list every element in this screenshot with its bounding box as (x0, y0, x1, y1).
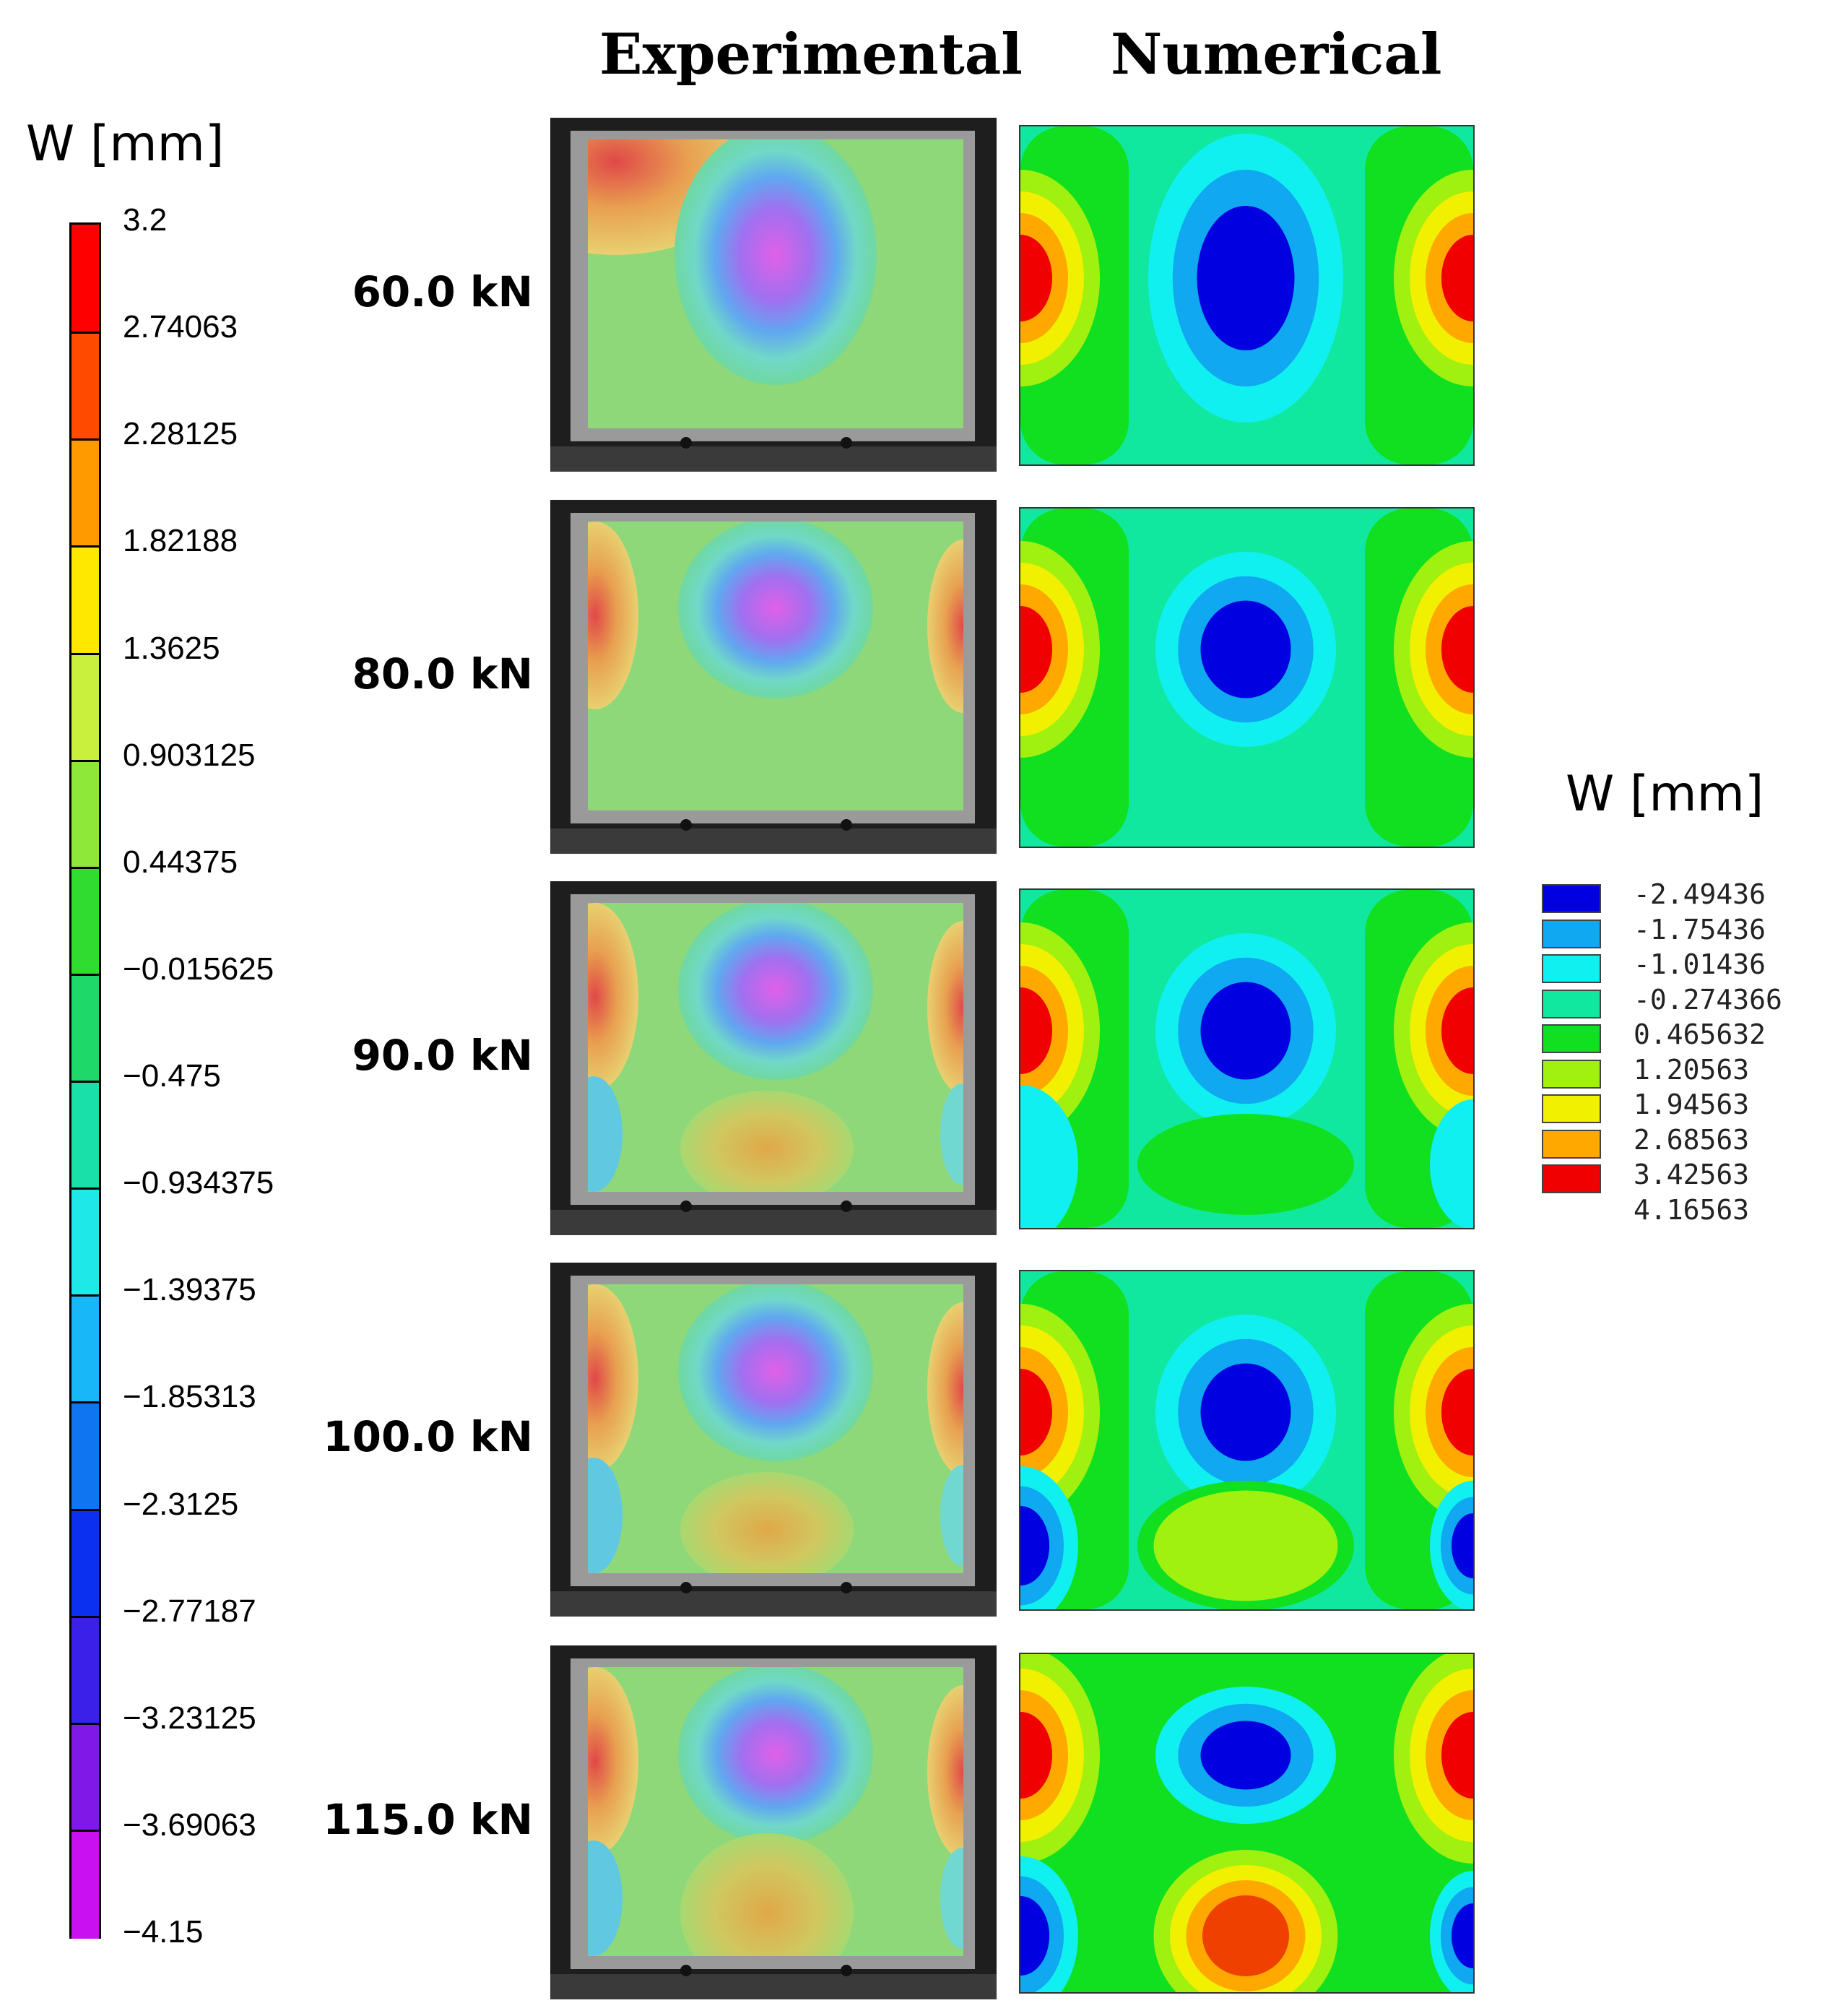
colorbar-tick-label: 2.74063 (123, 309, 238, 345)
legend-label: 4.16563 (1634, 1193, 1750, 1226)
colorbar-tick-label: −0.015625 (123, 951, 274, 987)
legend-swatch (1542, 954, 1601, 983)
colorbar-segment (71, 866, 99, 976)
colorbar-segment (71, 1187, 99, 1297)
colorbar-tick-label: 0.44375 (123, 844, 238, 880)
colorbar-segment (71, 973, 99, 1083)
colorbar-tick-label: −3.69063 (123, 1807, 256, 1843)
colorbar-tick-label: 0.903125 (123, 737, 256, 773)
colorbar-segment (71, 759, 99, 869)
legend-swatch (1542, 1164, 1601, 1193)
legend-label: 0.465632 (1634, 1018, 1766, 1050)
numerical-panel (1019, 507, 1475, 848)
colorbar-segment (71, 1722, 99, 1832)
colorbar-segment (71, 1615, 99, 1725)
colorbar-tick-label: −4.15 (123, 1914, 204, 1950)
colorbar-tick-label: 1.3625 (123, 630, 220, 666)
numerical-panel (1019, 1653, 1475, 1994)
legend-swatch (1542, 1024, 1601, 1053)
colorbar-segment (71, 438, 99, 548)
legend-label: 1.94563 (1634, 1089, 1750, 1120)
legend-label: 3.42563 (1634, 1159, 1750, 1190)
header-experimental: Experimental (599, 22, 1023, 87)
colorbar-tick-label: −3.23125 (123, 1700, 256, 1736)
load-label: 80.0 kN (352, 649, 533, 698)
experimental-panel (550, 881, 997, 1235)
right-legend-title: W [mm] (1566, 766, 1764, 823)
legend-label: 2.68563 (1634, 1123, 1750, 1156)
legend-label: 1.20563 (1634, 1053, 1750, 1086)
colorbar-segment (71, 1081, 99, 1190)
left-legend-title: W [mm] (26, 116, 225, 173)
colorbar-segment (71, 332, 99, 441)
experimental-panel (550, 500, 997, 854)
legend-label: -1.75436 (1634, 913, 1766, 946)
colorbar-segment (71, 652, 99, 762)
legend-swatch (1542, 919, 1601, 948)
legend-swatch (1542, 1094, 1601, 1123)
numerical-panel (1019, 1270, 1475, 1611)
legend-swatch (1542, 884, 1601, 913)
left-colorbar-labels: 3.2 2.74063 2.28125 1.82188 1.3625 0.903125 0.… (123, 0, 339, 2016)
colorbar-tick-label: −1.39375 (123, 1272, 256, 1308)
colorbar-tick-label: −1.85313 (123, 1379, 256, 1415)
colorbar-tick-label: −0.934375 (123, 1165, 274, 1201)
numerical-panel (1019, 888, 1475, 1229)
colorbar-tick-label: −0.475 (123, 1058, 221, 1094)
load-label: 60.0 kN (352, 267, 533, 316)
numerical-panel (1019, 125, 1475, 466)
header-numerical: Numerical (1111, 22, 1442, 87)
colorbar-tick-label: 1.82188 (123, 523, 238, 559)
colorbar-segment (71, 1401, 99, 1511)
experimental-panel (550, 1263, 997, 1617)
colorbar-segment (71, 1508, 99, 1618)
experimental-panel (550, 1645, 997, 1999)
load-label: 90.0 kN (352, 1031, 533, 1080)
legend-label: -0.274366 (1634, 983, 1782, 1016)
experimental-panel (550, 118, 997, 472)
colorbar-tick-label: 2.28125 (123, 416, 238, 452)
legend-label: -1.01436 (1634, 948, 1766, 980)
colorbar-segment (71, 1829, 99, 1939)
load-label: 115.0 kN (323, 1795, 533, 1844)
load-label: 100.0 kN (323, 1412, 533, 1461)
colorbar-tick-label: 3.2 (123, 202, 168, 238)
colorbar-segment (71, 1294, 99, 1404)
legend-swatch (1542, 989, 1601, 1018)
colorbar-segment (71, 545, 99, 655)
colorbar-tick-label: −2.77187 (123, 1593, 256, 1629)
legend-swatch (1542, 1059, 1601, 1089)
colorbar-segment (71, 225, 99, 332)
legend-swatch (1542, 1129, 1601, 1159)
left-colorbar (69, 222, 101, 1939)
colorbar-tick-label: −2.3125 (123, 1486, 239, 1522)
legend-label: -2.49436 (1634, 878, 1766, 910)
